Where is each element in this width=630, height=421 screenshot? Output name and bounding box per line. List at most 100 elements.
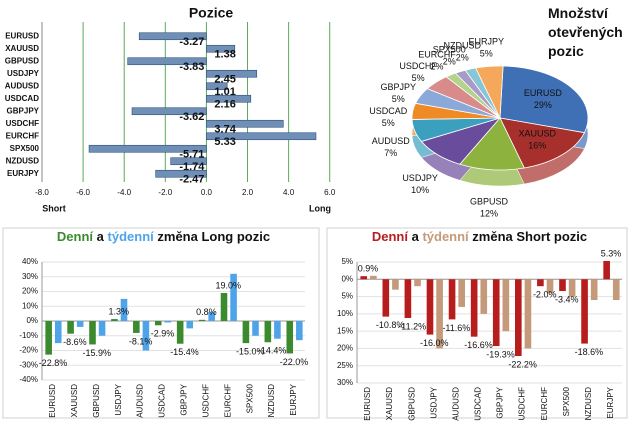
x-tick-label: XAUUSD: [385, 387, 394, 421]
value-label: -3.62: [179, 111, 204, 123]
value-label: 10%: [411, 185, 429, 195]
y-tick-label: 0%: [341, 274, 353, 283]
slice-label: GBPJPY: [380, 82, 416, 92]
x-tick-label: EURUSD: [48, 384, 57, 418]
y-tick-label: 30%: [22, 272, 38, 281]
x-tick-label: XAUUSD: [70, 384, 79, 418]
annotation: Long: [309, 203, 331, 213]
value-label: 7%: [384, 148, 397, 158]
value-label: -3.4%: [555, 294, 579, 304]
y-tick-label: -40%: [19, 375, 38, 384]
value-label: -18.6%: [575, 347, 604, 357]
bar: [186, 321, 194, 329]
value-label: 12%: [480, 209, 498, 219]
chart-title: Pozice: [189, 5, 234, 21]
chart-title: Množství otevřených pozic: [548, 5, 623, 59]
annotation: Short: [42, 203, 66, 213]
x-tick-label: AUDUSD: [451, 387, 460, 421]
x-tick-label: GBPJPY: [180, 383, 189, 415]
title-part: a: [412, 229, 420, 244]
slice-label: XAUUSD: [518, 129, 556, 139]
slice-label: USDCHF: [399, 61, 437, 71]
bar: [414, 279, 421, 287]
bar: [88, 144, 207, 153]
bar: [392, 279, 399, 290]
bar: [111, 319, 118, 321]
y-tick-label: XAUUSD: [5, 44, 39, 53]
value-label: -15.4%: [170, 347, 199, 357]
slice-label: AUDUSD: [372, 136, 411, 146]
y-tick-label: EURJPY: [7, 169, 40, 178]
bar: [133, 321, 140, 333]
value-label: 2%: [443, 56, 456, 66]
chart-title: Denní a týdenní změna Short pozic: [372, 229, 587, 244]
y-tick-label: 40%: [22, 257, 38, 266]
value-label: -15.9%: [83, 348, 112, 358]
x-tick-label: EURUSD: [363, 387, 372, 421]
x-tick-label: -6.0: [76, 188, 90, 197]
y-tick-label: AUDUSD: [5, 81, 39, 90]
value-label: 0.8%: [196, 307, 217, 317]
bar: [382, 279, 390, 317]
value-label: 2.16: [214, 98, 235, 110]
y-tick-label: 20%: [337, 344, 353, 353]
title-part: a: [97, 229, 105, 244]
frame: [2, 227, 320, 419]
x-tick-label: -4.0: [117, 188, 131, 197]
title-part: týdenní: [108, 229, 155, 244]
slice-label: NZDUSD: [443, 40, 481, 50]
x-tick-label: 6.0: [324, 188, 336, 197]
y-tick-label: 30%: [337, 378, 353, 387]
y-tick-label: GBPUSD: [5, 56, 39, 65]
y-tick-label: 5%: [341, 257, 353, 266]
value-label: -22.0%: [280, 357, 309, 367]
value-label: -11.2%: [398, 321, 426, 331]
x-tick-label: -2.0: [158, 188, 172, 197]
bar: [89, 321, 96, 345]
bar: [286, 321, 294, 354]
bar: [98, 321, 106, 336]
bar: [492, 279, 500, 347]
bar: [590, 279, 598, 301]
x-tick-label: 2.0: [242, 188, 254, 197]
x-tick-label: USDCHF: [518, 387, 527, 420]
bar: [131, 107, 207, 116]
value-label: 5%: [382, 118, 395, 128]
bar: [612, 279, 620, 301]
x-tick-label: SPX500: [562, 386, 571, 416]
y-tick-label: SPX500: [10, 144, 40, 153]
value-label: -2.0%: [533, 290, 557, 300]
y-tick-label: -30%: [19, 360, 38, 369]
value-label: -10.8%: [376, 320, 405, 330]
y-tick-label: 20%: [22, 287, 38, 296]
value-label: -11.6%: [442, 323, 470, 333]
bar: [296, 321, 303, 341]
value-label: -16.6%: [464, 340, 493, 350]
bar: [242, 321, 250, 344]
slice-label: GBPUSD: [470, 197, 509, 207]
y-tick-label: 0%: [26, 316, 38, 325]
value-label: -5.71: [179, 148, 204, 160]
value-label: -2.47: [179, 173, 204, 185]
y-tick-label: 5%: [341, 292, 353, 301]
bar: [154, 321, 162, 326]
x-tick-label: 0.0: [201, 188, 213, 197]
title-part: změna Short pozic: [472, 229, 587, 244]
bar: [264, 321, 272, 343]
slice-label: EURUSD: [524, 88, 563, 98]
x-tick-label: EURCHF: [223, 384, 232, 417]
title-part: Denní: [57, 229, 94, 244]
bar: [502, 279, 510, 332]
y-tick-label: -20%: [19, 346, 38, 355]
slice: [459, 117, 525, 171]
slice: [475, 65, 504, 120]
value-label: -8.1%: [129, 336, 153, 346]
value-label: 5%: [392, 94, 405, 104]
bar: [360, 276, 368, 280]
value-label: 0.9%: [358, 264, 379, 274]
x-tick-label: NZDUSD: [584, 387, 593, 421]
x-tick-label: EURJPY: [606, 386, 615, 418]
value-label: -8.6%: [63, 337, 87, 347]
